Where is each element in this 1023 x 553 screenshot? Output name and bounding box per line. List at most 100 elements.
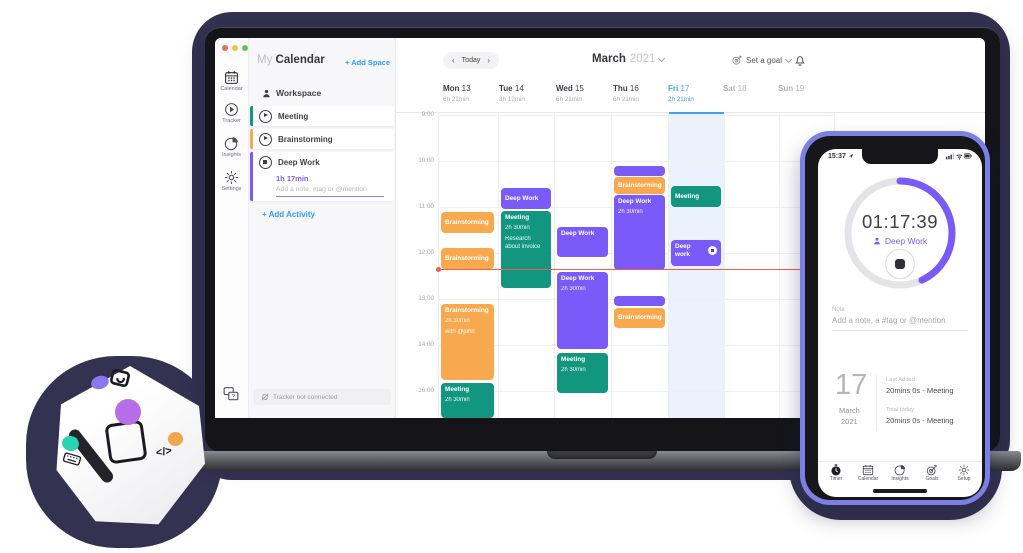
event-title: Deep Work — [505, 195, 538, 203]
calendar-event[interactable]: Deep Work 2h 30min — [614, 195, 665, 270]
last-added-label: Last Added — [886, 377, 916, 383]
total-today-label: Total today — [886, 407, 915, 413]
event-title-text: Brainstorming — [618, 181, 662, 189]
prev-day-button[interactable]: ‹ — [452, 56, 455, 65]
stop-button[interactable] — [259, 155, 272, 169]
sidebar-item-calendar[interactable]: Calendar — [215, 70, 248, 92]
activity-note-input[interactable] — [276, 186, 384, 197]
date-day: 17 — [835, 369, 868, 401]
timer-progress-ring — [843, 176, 957, 290]
location-arrow-icon — [848, 153, 854, 159]
set-goal-button[interactable]: Set a goal — [732, 55, 793, 65]
day-header-sun[interactable]: Sun 19 — [778, 84, 804, 96]
event-title: Deep Work — [561, 275, 604, 283]
tab-setup[interactable]: Setup — [948, 464, 980, 482]
day-header-wed[interactable]: Wed 15 6h 21min — [556, 84, 584, 103]
settings-icon — [948, 464, 980, 476]
activity-row-deep-work[interactable]: Deep Work 1h 17min — [250, 152, 394, 201]
phone-note-input[interactable] — [832, 316, 968, 331]
calendar-event[interactable]: Brainstorming — [441, 248, 494, 269]
event-title: Brainstorming — [618, 314, 662, 322]
event-title-text: Meeting — [445, 386, 470, 393]
calendar-event[interactable]: Deep work — [671, 240, 721, 266]
tab-insights[interactable]: Insights — [884, 464, 916, 482]
recording-badge-icon — [708, 246, 717, 256]
current-time-line — [438, 269, 834, 270]
calendar-event[interactable]: Deep Work — [501, 188, 551, 209]
calendar-event[interactable]: Meeting — [671, 186, 721, 207]
month-selector[interactable]: March 2021 — [592, 53, 666, 65]
event-title: Brainstorming — [445, 307, 490, 315]
event-title-text: Brainstorming — [618, 314, 662, 322]
sidebar-item-settings[interactable]: Settings — [215, 170, 248, 192]
event-title-text: Brainstorming — [445, 254, 489, 262]
sidebar-item-label: Insights — [222, 152, 241, 158]
event-title-text: Deep Work — [561, 230, 595, 237]
activity-color-bar — [250, 129, 253, 149]
next-day-button[interactable]: › — [487, 56, 491, 65]
tab-timer[interactable]: Timer — [820, 464, 852, 482]
hour-label: 13:00 — [418, 295, 434, 302]
hour-label: 9:00 — [421, 111, 434, 118]
dice-magenta-dot — [115, 399, 141, 425]
today-button[interactable]: Today — [461, 57, 481, 64]
event-detail: 2h 30min — [505, 225, 530, 232]
play-button[interactable] — [259, 132, 272, 146]
activity-row-meeting[interactable]: Meeting — [250, 106, 394, 126]
calendar-event[interactable]: Deep Work 2h 30min — [557, 272, 608, 349]
tab-calendar[interactable]: Calendar — [852, 464, 884, 482]
activity-row-brainstorming[interactable]: Brainstorming — [250, 129, 394, 149]
event-detail: 2h 30min — [618, 209, 643, 216]
sidebar-item-tracker[interactable]: Tracker — [215, 102, 248, 124]
day-header-mon[interactable]: Mon 13 6h 21min — [443, 84, 471, 103]
event-title: Meeting — [445, 386, 490, 394]
phone-bezel: 15:37 01:17:39 Deep Work — [805, 136, 985, 500]
calendar-event[interactable]: Meeting 2h 30min — [441, 383, 494, 418]
minimize-window-button[interactable] — [232, 45, 238, 51]
tab-goals[interactable]: Goals — [916, 464, 948, 482]
calendar-event[interactable]: Meeting 2h 30min — [557, 353, 608, 393]
hour-gridline — [438, 345, 834, 346]
calendar-event[interactable]: Brainstorming — [441, 212, 494, 233]
workspace-header[interactable]: Workspace — [262, 88, 321, 98]
calendar-icon — [852, 464, 884, 476]
day-header-sat[interactable]: Sat 18 — [723, 84, 747, 96]
day-header-thu[interactable]: Thu 16 6h 21min — [613, 84, 639, 103]
calendar-event[interactable]: Deep Work — [557, 227, 608, 257]
event-detail: Research about invoice — [505, 235, 541, 250]
zoom-window-button[interactable] — [242, 45, 248, 51]
add-activity-button[interactable]: + Add Activity — [262, 210, 315, 219]
activity-row-main: Deep Work — [250, 152, 394, 172]
active-task-label[interactable]: Deep Work — [818, 236, 982, 246]
calendar-event[interactable]: Brainstorming — [614, 308, 665, 328]
tab-label: Goals — [925, 476, 939, 482]
help-chat-icon[interactable]: ? — [223, 386, 239, 402]
event-title-text: Deep Work — [618, 198, 652, 205]
tracker-status-pill[interactable]: Tracker not connected — [253, 389, 391, 405]
event-detail: 2h 30min — [445, 397, 470, 404]
play-button[interactable] — [259, 109, 272, 123]
chevron-down-icon — [784, 55, 793, 63]
activity-row-main: Brainstorming — [250, 129, 394, 149]
event-title: Brainstorming — [618, 182, 662, 190]
calendar-event[interactable] — [614, 166, 665, 176]
calendar-event[interactable] — [614, 296, 665, 306]
calendar-event[interactable]: Brainstorming — [614, 177, 665, 194]
day-total: 2h 21min — [668, 96, 694, 103]
workspace-person-icon — [263, 89, 270, 97]
notifications-bell-icon[interactable] — [794, 54, 806, 66]
calendar-event[interactable]: Meeting 2h 30min Research about invoice — [501, 211, 551, 288]
calendar-event[interactable]: Brainstorming 2h 30min with @john — [441, 304, 494, 380]
close-window-button[interactable] — [222, 45, 228, 51]
day-header-fri[interactable]: Fri 17 2h 21min — [668, 84, 694, 103]
calendar-main: ‹ Today › March 2021 Set a goal Mon 13 6h… — [396, 38, 985, 418]
sidebar-item-insights[interactable]: Insights — [215, 136, 248, 158]
stop-timer-button[interactable] — [885, 249, 915, 279]
home-indicator[interactable] — [873, 489, 927, 493]
day-header-tue[interactable]: Tue 14 3h 12min — [499, 84, 525, 103]
day-total: 6h 21min — [556, 96, 582, 103]
day-name-date: Mon 13 — [443, 84, 471, 93]
today-navigator[interactable]: ‹ Today › — [443, 52, 500, 69]
selected-day-top-border — [668, 112, 724, 114]
add-space-button[interactable]: + Add Space — [345, 58, 390, 67]
